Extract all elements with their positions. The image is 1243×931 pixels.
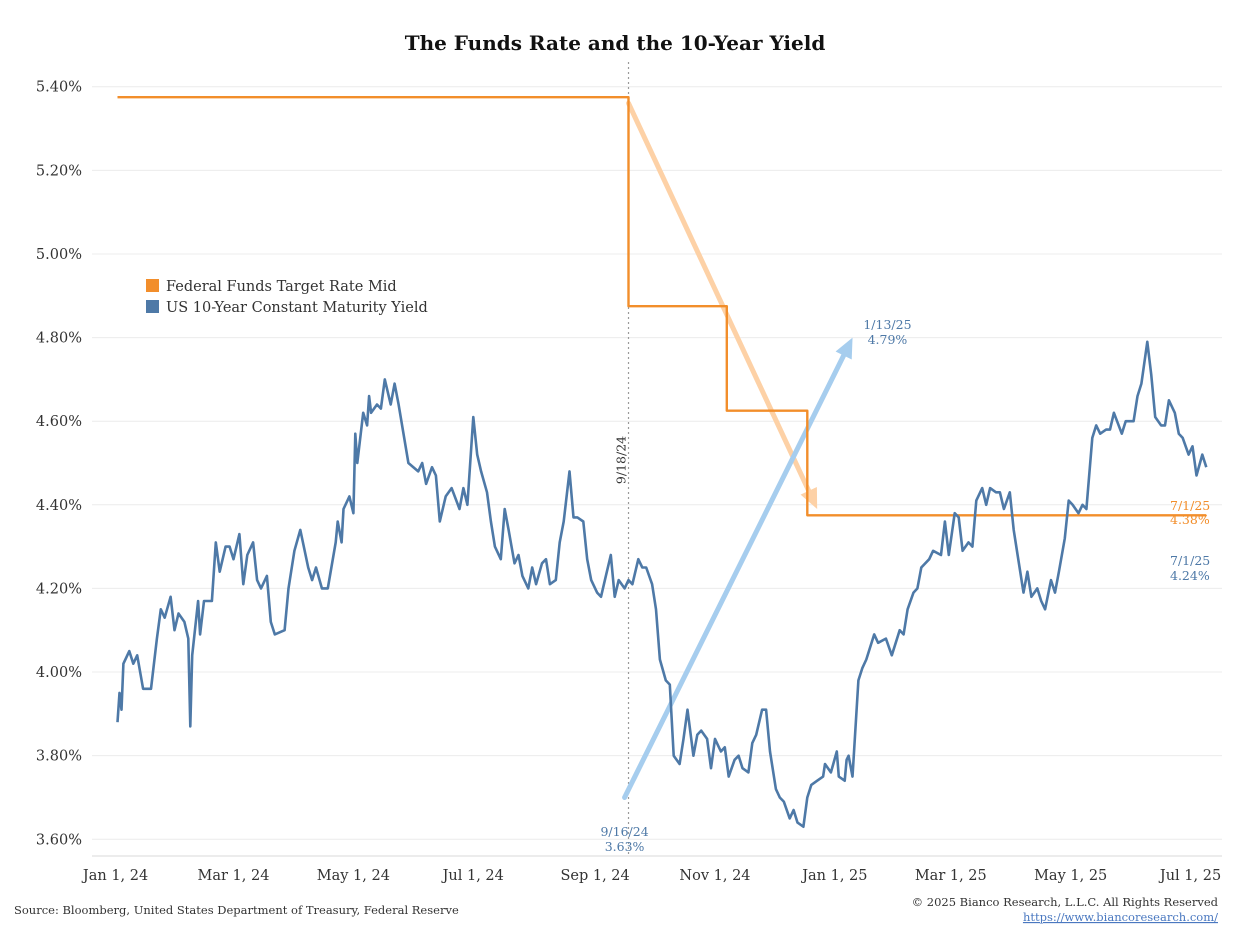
low-point-date-label: 9/16/24 xyxy=(600,824,648,839)
yield-trend-arrow xyxy=(622,337,853,800)
y-tick-label: 5.40% xyxy=(36,80,82,96)
y-tick-label: 3.80% xyxy=(36,749,82,765)
y-tick-label: 4.20% xyxy=(36,581,82,597)
source-note: Source: Bloomberg, United States Departm… xyxy=(14,903,459,917)
legend-label-yield: US 10-Year Constant Maturity Yield xyxy=(166,300,428,316)
y-tick-label: 4.40% xyxy=(36,498,82,514)
legend-label-funds: Federal Funds Target Rate Mid xyxy=(166,279,397,295)
y-tick-label: 4.00% xyxy=(36,665,82,681)
high-point-value-label: 4.79% xyxy=(868,332,908,347)
website-link[interactable]: https://www.biancoresearch.com/ xyxy=(1023,910,1218,924)
yield-end-date-label: 7/1/25 xyxy=(1170,553,1210,568)
first-cut-date-label: 9/18/24 xyxy=(614,436,629,484)
yield-trend-arrow-shaft xyxy=(622,352,847,800)
funds-trend-arrow xyxy=(626,100,818,509)
y-axis: 3.60% 3.80% 4.00% 4.20% 4.40% 4.60% 4.80% 5.00%… xyxy=(36,80,82,849)
y-tick-label: 3.60% xyxy=(36,832,82,848)
y-tick-label: 5.20% xyxy=(36,163,82,179)
x-tick-label: Mar 1, 25 xyxy=(915,868,987,884)
x-tick-label: May 1, 25 xyxy=(1034,868,1107,884)
x-tick-label: Mar 1, 24 xyxy=(198,868,270,884)
x-tick-label: Jul 1, 25 xyxy=(1158,868,1221,884)
annotations: 9/18/249/16/243.63%1/13/254.79%7/1/254.3… xyxy=(600,317,1210,854)
series xyxy=(116,95,1208,829)
x-tick-label: May 1, 24 xyxy=(317,868,390,884)
x-axis: Jan 1, 24 Mar 1, 24 May 1, 24 Jul 1, 24 Sep … xyxy=(81,868,1221,884)
legend-swatch-yield xyxy=(146,300,159,313)
x-tick-label: Sep 1, 24 xyxy=(560,868,629,884)
yield-end-value-label: 4.24% xyxy=(1170,568,1210,583)
funds-end-date-label: 7/1/25 xyxy=(1170,498,1210,513)
legend-swatch-funds xyxy=(146,279,159,292)
low-point-value-label: 3.63% xyxy=(605,839,645,854)
x-tick-label: Jul 1, 24 xyxy=(441,868,504,884)
yield-trend-arrow-head xyxy=(835,337,853,360)
funds-rate-line xyxy=(117,95,1207,517)
legend: Federal Funds Target Rate Mid US 10-Year… xyxy=(146,279,428,316)
x-tick-label: Jan 1, 24 xyxy=(81,868,148,884)
funds-trend-arrow-head xyxy=(800,487,818,509)
x-tick-label: Nov 1, 24 xyxy=(679,868,750,884)
y-tick-label: 4.80% xyxy=(36,331,82,347)
y-tick-label: 5.00% xyxy=(36,247,82,263)
x-tick-label: Jan 1, 25 xyxy=(800,868,867,884)
funds-trend-arrow-shaft xyxy=(626,100,812,494)
funds-end-value-label: 4.38% xyxy=(1170,512,1210,527)
y-tick-label: 4.60% xyxy=(36,414,82,430)
high-point-date-label: 1/13/25 xyxy=(863,317,911,332)
copyright-note: © 2025 Bianco Research, L.L.C. All Right… xyxy=(912,895,1219,909)
ten-year-yield-line xyxy=(116,340,1208,829)
chart-title: The Funds Rate and the 10-Year Yield xyxy=(405,31,826,55)
